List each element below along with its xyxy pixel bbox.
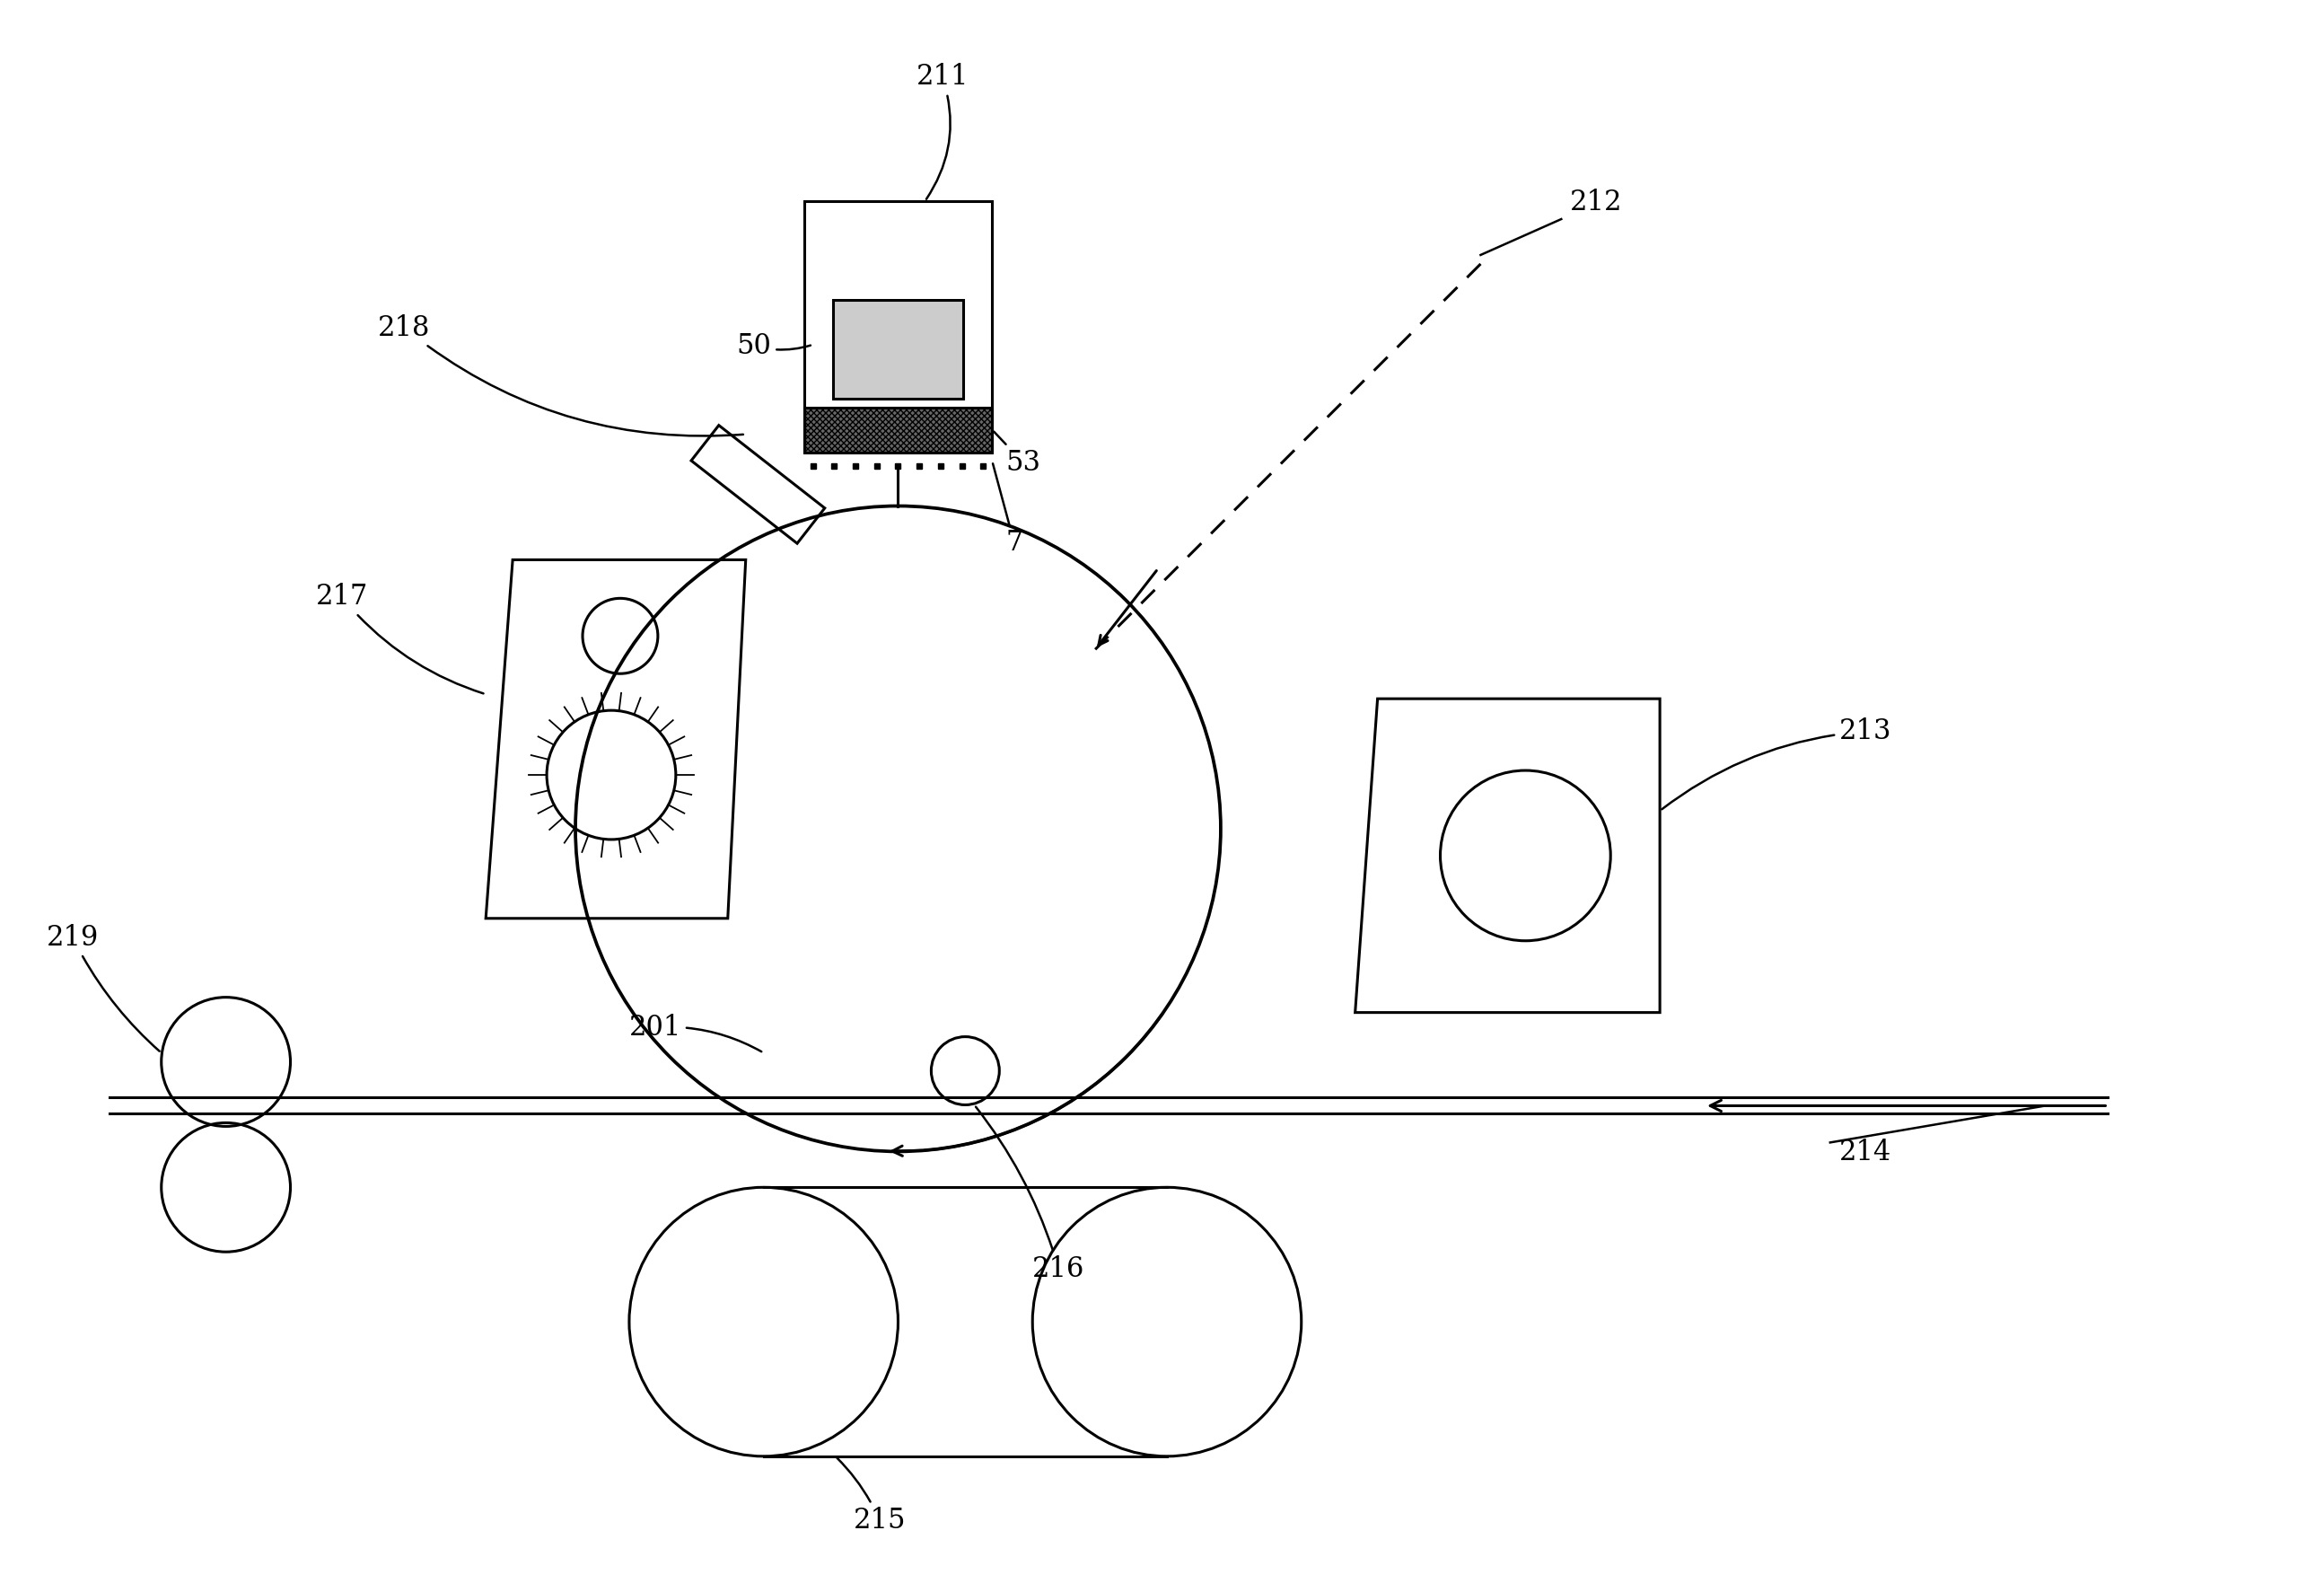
Text: 219: 219 [46,923,160,1051]
Text: 7: 7 [992,463,1023,557]
Text: 50: 50 [737,333,811,360]
Text: 214: 214 [1838,1138,1892,1167]
Text: 53: 53 [995,431,1041,476]
Text: 201: 201 [630,1014,762,1052]
Text: 212: 212 [1571,188,1622,217]
Text: 215: 215 [837,1458,906,1535]
Text: 211: 211 [916,64,969,199]
Text: 213: 213 [1662,718,1892,809]
Bar [804,408,992,452]
Bar [804,201,992,452]
Text: 216: 216 [976,1106,1085,1283]
Text: 218: 218 [379,314,744,436]
Bar [832,299,962,398]
Text: 217: 217 [316,583,483,694]
